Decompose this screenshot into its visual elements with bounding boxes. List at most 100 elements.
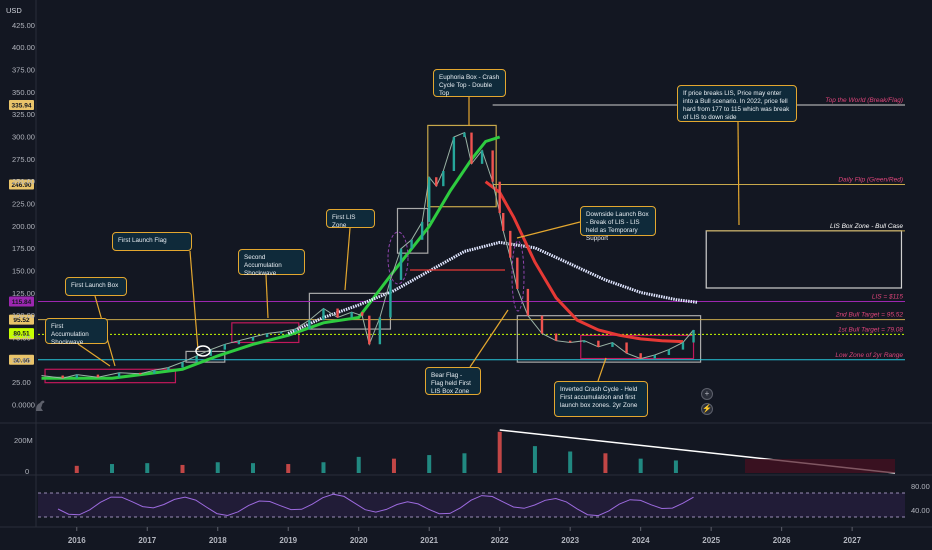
callout-text: First LIS Zone: [332, 214, 356, 229]
x-tick-label: 2025: [702, 536, 720, 545]
volume-bar: [321, 462, 326, 473]
price-candle: [294, 329, 297, 332]
level-tag-bg: [9, 296, 34, 307]
price-candle: [442, 170, 445, 187]
price-candle: [251, 337, 255, 341]
callout-first-lis-zone: First LIS Zone: [326, 209, 375, 229]
y-tick-label: 200.00: [12, 222, 35, 231]
callout-inverted-crash: Inverted Crash Cycle - Held First accumu…: [554, 381, 648, 417]
x-tick-label: 2021: [420, 536, 438, 545]
ma-slow-line: [41, 135, 501, 380]
volume-bar: [356, 456, 361, 473]
price-candle: [399, 248, 403, 280]
y-tick-label: 125.00: [12, 289, 35, 298]
level-tag-bg: [9, 314, 34, 325]
callout-first-accumulation: First Accumulation Shockwave: [45, 318, 108, 346]
level-tag-text: 335.94: [12, 102, 32, 109]
volume-bar: [145, 463, 150, 473]
highlight-ellipse: [511, 240, 525, 312]
price-candle: [452, 137, 456, 171]
callout-pointer: [344, 227, 351, 291]
price-candle: [480, 150, 484, 164]
price-candle: [117, 372, 121, 378]
price-candle: [420, 221, 424, 240]
callout-euphoria-box: Euphoria Box - Crash Cycle Top - Double …: [433, 69, 506, 97]
price-candle: [75, 374, 78, 379]
x-tick-label: 2027: [843, 536, 861, 545]
callout-text: Second Accumulation Shockwave: [244, 254, 282, 277]
x-tick-label: 2024: [632, 536, 650, 545]
price-tag-bg: [9, 328, 34, 339]
price-candle: [554, 333, 558, 341]
price-candle: [279, 331, 283, 334]
zone-box: [427, 124, 497, 208]
volume-bar: [532, 446, 537, 473]
callout-pointer: [189, 250, 199, 351]
price-candle: [681, 342, 685, 350]
alert-icon[interactable]: ⚡: [701, 403, 713, 415]
price-candle: [583, 340, 586, 343]
level-tag-text: 50.66: [13, 357, 30, 364]
y-tick-label: 350.00: [12, 88, 35, 97]
level-tag-bg: [9, 99, 34, 110]
price-candle: [516, 257, 519, 289]
volume-bar: [74, 465, 79, 473]
price-candle: [350, 312, 353, 318]
add-icon[interactable]: +: [701, 388, 713, 400]
y-tick-label: 375.00: [12, 66, 35, 75]
dinosaur-logo-icon: [36, 400, 45, 411]
price-candle: [611, 342, 614, 347]
callout-bear-flag: Bear Flag - Flag held First LIS Box Zone: [425, 367, 481, 395]
level-label: 2nd Bull Target = 95.52: [835, 312, 904, 319]
volume-zone: [745, 459, 895, 473]
zone-box: [580, 334, 695, 360]
price-tag-text: 80.51: [13, 331, 30, 338]
level-label: LIS = $115: [872, 294, 904, 301]
price-candle: [153, 370, 156, 374]
level-tag-bg: [9, 179, 34, 190]
callout-text: Euphoria Box - Crash Cycle Top - Double …: [439, 74, 500, 97]
level-tag-text: 95.52: [13, 317, 30, 324]
price-candle: [653, 354, 656, 359]
callout-first-launch-flag: First Launch Flag: [112, 232, 192, 251]
y-tick-label: 325.00: [12, 110, 35, 119]
callout-text: If price breaks LIS, Price may enter int…: [683, 90, 790, 121]
price-candle: [139, 372, 142, 375]
y-tick-label: 50.00: [12, 356, 31, 365]
price-candle: [435, 177, 438, 187]
y-tick-label: 400.00: [12, 43, 35, 52]
price-candle: [223, 344, 226, 350]
callout-text: Inverted Crash Cycle - Held First accumu…: [560, 386, 638, 409]
price-candle: [361, 312, 364, 316]
callout-text: First Launch Flag: [118, 237, 167, 244]
volume-bar: [180, 464, 185, 473]
volume-bar: [215, 462, 220, 473]
level-tag-text: 115.84: [12, 299, 32, 306]
price-candle: [195, 355, 198, 363]
price-candle: [237, 340, 241, 345]
price-candle: [470, 132, 473, 164]
level-label: 1st Bull Target = 79.08: [838, 326, 903, 333]
highlight-ellipse: [387, 231, 409, 285]
volume-bar: [427, 455, 432, 473]
y-tick-label: 300.00: [12, 133, 35, 142]
price-line: [41, 131, 694, 379]
zone-box: [516, 315, 702, 363]
price-candle: [692, 329, 695, 343]
price-candle: [667, 349, 671, 355]
price-candle: [167, 367, 170, 371]
callout-pointer: [597, 357, 607, 382]
price-candle: [410, 239, 413, 249]
rsi-tick-label: 80.00: [911, 482, 930, 491]
callout-text: Bear Flag - Flag held First LIS Box Zone: [431, 372, 471, 395]
y-tick-label: 0.0000: [12, 401, 35, 410]
y-tick-label: 175.00: [12, 244, 35, 253]
volume-bar: [603, 453, 608, 473]
x-tick-label: 2020: [350, 536, 368, 545]
callout-pointer: [737, 121, 740, 226]
price-candle: [502, 212, 505, 231]
x-tick-label: 2022: [491, 536, 509, 545]
price-candle: [639, 353, 642, 359]
y-tick-label: 150.00: [12, 267, 35, 276]
